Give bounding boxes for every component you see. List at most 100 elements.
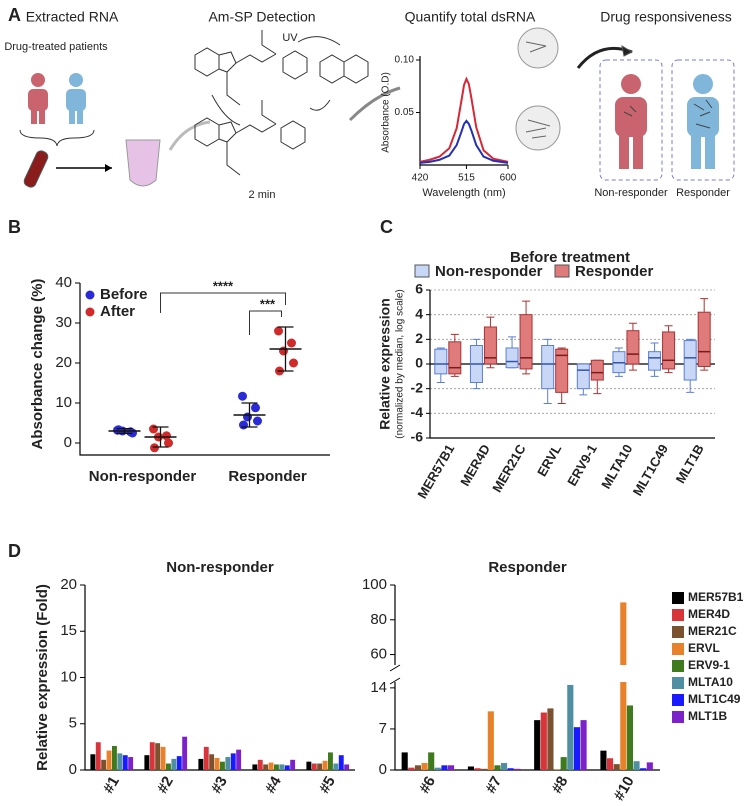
chart-title: Responder: [488, 559, 567, 576]
x-tick-label: ERV9-1: [564, 442, 600, 489]
spectrum-line: [419, 119, 509, 164]
box: [662, 331, 676, 370]
y-axis-label: Absorbance (O.D): [381, 72, 392, 153]
y-tick-label: -2: [411, 379, 424, 395]
y-tick-label: 0: [69, 761, 77, 778]
bar: [317, 763, 323, 770]
significance-label: ****: [213, 278, 234, 293]
bar: [620, 682, 627, 770]
uv-label: UV: [282, 32, 298, 44]
data-point: [114, 425, 123, 435]
step-title: Drug responsiveness: [600, 9, 732, 25]
bar: [408, 767, 415, 770]
bar: [182, 736, 188, 770]
y-tick-label: 10: [60, 668, 77, 685]
y-tick-label: 20: [55, 354, 72, 371]
error-bar: [116, 427, 133, 435]
box: [555, 348, 569, 393]
data-point: [239, 420, 248, 430]
legend-swatch: [554, 264, 570, 278]
x-tick-label: #5: [316, 773, 339, 796]
y-tick-label: 0.05: [395, 107, 415, 118]
data-point: [149, 424, 158, 434]
y-tick-label: -6: [411, 429, 424, 445]
bar: [117, 753, 123, 770]
bar: [122, 755, 128, 770]
x-tick-label: #4: [262, 773, 285, 797]
data-point: [162, 431, 171, 441]
schematic-art: [19, 27, 735, 188]
error-bar: [152, 426, 169, 448]
y-axis-label: Relative expression: [377, 298, 393, 430]
y-tick-label: 15: [60, 622, 77, 639]
axis: [429, 290, 715, 439]
legend-label: Responder: [575, 263, 654, 280]
chart-title: Non-responder: [166, 559, 274, 576]
bar: [171, 758, 177, 770]
bar: [95, 742, 101, 770]
dsrna-bubbles: [515, 27, 634, 151]
bar: [160, 746, 166, 770]
bar: [573, 727, 580, 770]
box: [434, 348, 448, 375]
x-tick-label: Responder: [228, 468, 307, 485]
x-tick-label: #3: [208, 773, 231, 796]
significance-bracket: [160, 292, 286, 313]
box: [648, 351, 662, 371]
legend-swatch: [672, 626, 684, 638]
y-tick-label: 100: [362, 576, 387, 593]
y-tick-label: -4: [411, 404, 424, 420]
y-axis-label: Absorbance change (%): [29, 279, 46, 450]
x-tick-label: MER57B1: [414, 442, 457, 501]
box: [576, 363, 590, 390]
significance-label: ***: [260, 296, 276, 311]
bar: [547, 708, 554, 770]
bar: [203, 746, 209, 770]
responsiveness-boxes: [599, 59, 735, 181]
legend-label: MLT1C49: [688, 692, 741, 706]
x-tick-label: MER21C: [489, 441, 529, 495]
bar: [284, 765, 290, 770]
bar: [257, 759, 263, 770]
data-point: [274, 326, 283, 336]
bar: [514, 768, 521, 770]
chart-title: Before treatment: [510, 249, 630, 266]
bar: [214, 757, 220, 770]
step-title: Am-SP Detection: [208, 9, 315, 25]
legend-swatch: [672, 711, 684, 723]
bar: [481, 768, 488, 770]
panel-label: B: [8, 217, 21, 237]
legend-label: MER21C: [688, 624, 737, 638]
legend-swatch: [414, 264, 430, 278]
box: [590, 359, 604, 381]
bar: [290, 759, 296, 770]
y-tick-label: 30: [55, 314, 72, 331]
legend-label: Before: [100, 286, 148, 303]
spectrum-line: [419, 76, 509, 163]
bar: [328, 752, 333, 770]
x-tick-label: #6: [416, 773, 439, 796]
bar: [225, 757, 231, 770]
y-tick-label: 20: [60, 576, 77, 593]
significance-bracket: [249, 310, 282, 335]
x-tick-label: Non-responder: [89, 468, 197, 485]
patients-label: Drug-treated patients: [4, 41, 108, 53]
legend-label: ERV9-1: [688, 658, 730, 672]
bar: [560, 757, 567, 770]
bar: [106, 750, 112, 770]
bar: [434, 767, 441, 770]
bar: [626, 705, 633, 770]
data-point: [253, 416, 262, 426]
bar: [501, 762, 508, 770]
legend-label: MER57B1: [688, 590, 744, 604]
bar: [306, 761, 312, 770]
x-axis-label: Wavelength (nm): [422, 187, 505, 199]
bar: [252, 764, 258, 770]
axis: [84, 585, 355, 771]
blood-tube: [23, 120, 211, 188]
legend-swatch: [672, 677, 684, 689]
bar: [166, 763, 171, 770]
bar: [112, 745, 117, 770]
x-tick-label: 515: [458, 173, 475, 184]
